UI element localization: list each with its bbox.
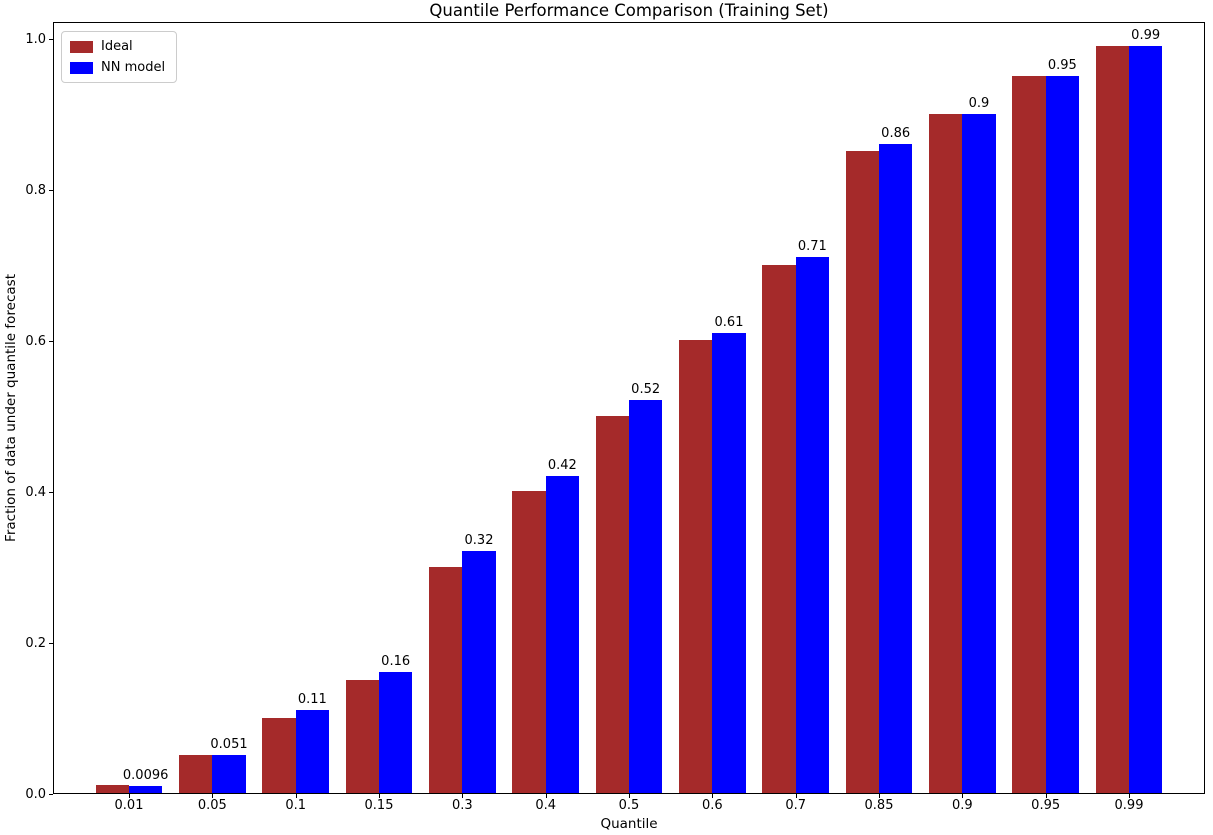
bar-ideal-0.9 bbox=[929, 113, 963, 793]
x-tick-mark-0.99 bbox=[1129, 794, 1130, 798]
x-tick-mark-0.85 bbox=[879, 794, 880, 798]
x-tick-mark-0.9 bbox=[962, 794, 964, 798]
y-axis-label: Fraction of data under quantile forecast bbox=[2, 22, 20, 794]
bar-ideal-0.99 bbox=[1095, 45, 1129, 793]
bar-value-label-0.01: 0.0096 bbox=[122, 767, 169, 783]
y-tick-mark-0.2 bbox=[49, 643, 53, 645]
bar-ideal-0.6 bbox=[679, 340, 713, 793]
chart-title: Quantile Performance Comparison (Trainin… bbox=[429, 1, 829, 20]
x-tick-label-0.7: 0.7 bbox=[785, 798, 806, 813]
bar-value-label-0.15: 0.16 bbox=[381, 654, 411, 670]
x-tick-mark-0.5 bbox=[629, 794, 630, 798]
legend: Ideal NN model bbox=[61, 31, 178, 83]
x-tick-label-0.9: 0.9 bbox=[951, 798, 973, 813]
legend-label-ideal: Ideal bbox=[101, 39, 133, 54]
y-tick-mark-0.8 bbox=[49, 190, 53, 192]
x-tick-label-0.15: 0.15 bbox=[364, 798, 394, 813]
x-tick-label-0.01: 0.01 bbox=[114, 798, 144, 813]
legend-entry-ideal: Ideal bbox=[70, 39, 165, 54]
bar-ideal-0.05 bbox=[179, 755, 213, 793]
bar-ideal-0.01 bbox=[95, 785, 129, 793]
bar-nn-model-0.01 bbox=[129, 785, 163, 793]
x-tick-mark-0.1 bbox=[295, 794, 297, 798]
y-tick-label-0.2: 0.2 bbox=[25, 635, 46, 651]
bar-nn-model-0.6 bbox=[712, 332, 746, 793]
bar-nn-model-0.95 bbox=[1045, 75, 1079, 793]
bar-nn-model-0.99 bbox=[1129, 45, 1163, 793]
legend-label-nn-model: NN model bbox=[101, 60, 166, 75]
x-tick-label-0.1: 0.1 bbox=[285, 798, 306, 813]
y-tick-mark-1.0 bbox=[49, 39, 53, 41]
x-tick-mark-0.3 bbox=[462, 794, 464, 798]
y-tick-mark-0.0 bbox=[49, 794, 53, 795]
bar-nn-model-0.05 bbox=[212, 754, 246, 793]
bar-value-label-0.05: 0.051 bbox=[210, 736, 248, 752]
x-tick-label-0.99: 0.99 bbox=[1114, 798, 1144, 813]
y-tick-mark-0.6 bbox=[49, 341, 53, 343]
x-tick-label-0.6: 0.6 bbox=[701, 798, 723, 813]
ideal-legend-swatch-icon bbox=[70, 40, 93, 53]
bar-value-label-0.4: 0.42 bbox=[547, 457, 577, 473]
y-tick-label-1.0: 1.0 bbox=[25, 31, 46, 47]
bar-value-label-0.99: 0.99 bbox=[1131, 27, 1161, 43]
bar-nn-model-0.9 bbox=[962, 113, 996, 793]
bar-ideal-0.3 bbox=[429, 566, 463, 793]
bar-ideal-0.85 bbox=[845, 151, 879, 793]
bar-ideal-0.7 bbox=[762, 264, 796, 793]
bar-value-label-0.85: 0.86 bbox=[881, 125, 911, 141]
legend-entry-nn-model: NN model bbox=[70, 60, 165, 75]
bar-ideal-0.4 bbox=[512, 491, 546, 793]
bar-nn-model-0.3 bbox=[462, 551, 496, 793]
x-tick-mark-0.7 bbox=[795, 794, 797, 798]
bar-nn-model-0.7 bbox=[795, 257, 829, 793]
y-tick-label-0.0: 0.0 bbox=[25, 786, 46, 802]
bar-ideal-0.5 bbox=[595, 415, 629, 793]
bar-value-label-0.9: 0.9 bbox=[968, 95, 990, 111]
bar-ideal-0.15 bbox=[345, 679, 379, 793]
x-tick-mark-0.15 bbox=[379, 794, 380, 798]
y-tick-label-0.6: 0.6 bbox=[25, 333, 46, 349]
y-tick-mark-0.4 bbox=[49, 492, 53, 494]
x-tick-label-0.3: 0.3 bbox=[451, 798, 473, 813]
x-tick-label-0.05: 0.05 bbox=[197, 798, 227, 813]
bar-value-label-0.5: 0.52 bbox=[631, 382, 661, 398]
bar-nn-model-0.15 bbox=[379, 672, 413, 793]
plot-area: Ideal NN model 0.0096 0.051 0.11 0.16 0.32 0.… bbox=[53, 22, 1205, 794]
x-tick-label-0.4: 0.4 bbox=[535, 798, 556, 813]
x-tick-mark-0.01 bbox=[129, 794, 130, 798]
bar-ideal-0.95 bbox=[1012, 75, 1046, 793]
x-tick-mark-0.05 bbox=[212, 794, 214, 798]
bar-nn-model-0.4 bbox=[545, 475, 579, 793]
bar-nn-model-0.5 bbox=[629, 400, 663, 793]
y-tick-label-0.8: 0.8 bbox=[25, 182, 46, 198]
y-tick-label-0.4: 0.4 bbox=[25, 484, 46, 500]
y-axis-label-text: Fraction of data under quantile forecast bbox=[3, 274, 19, 542]
x-tick-label-0.85: 0.85 bbox=[864, 798, 894, 813]
bar-value-label-0.7: 0.71 bbox=[797, 239, 827, 255]
bar-value-label-0.1: 0.11 bbox=[297, 691, 327, 707]
bar-nn-model-0.85 bbox=[879, 143, 913, 793]
bar-ideal-0.1 bbox=[262, 717, 296, 793]
x-tick-mark-0.4 bbox=[545, 794, 547, 798]
x-tick-mark-0.95 bbox=[1045, 794, 1047, 798]
x-axis-label: Quantile bbox=[600, 816, 658, 832]
bar-value-label-0.95: 0.95 bbox=[1047, 57, 1077, 73]
bar-value-label-0.3: 0.32 bbox=[464, 533, 494, 549]
x-tick-label-0.95: 0.95 bbox=[1031, 798, 1061, 813]
bar-value-label-0.6: 0.61 bbox=[714, 314, 744, 330]
bar-nn-model-0.1 bbox=[295, 709, 329, 793]
nn-model-legend-swatch-icon bbox=[70, 61, 93, 74]
x-tick-label-0.5: 0.5 bbox=[618, 798, 640, 813]
x-tick-mark-0.6 bbox=[712, 794, 714, 798]
